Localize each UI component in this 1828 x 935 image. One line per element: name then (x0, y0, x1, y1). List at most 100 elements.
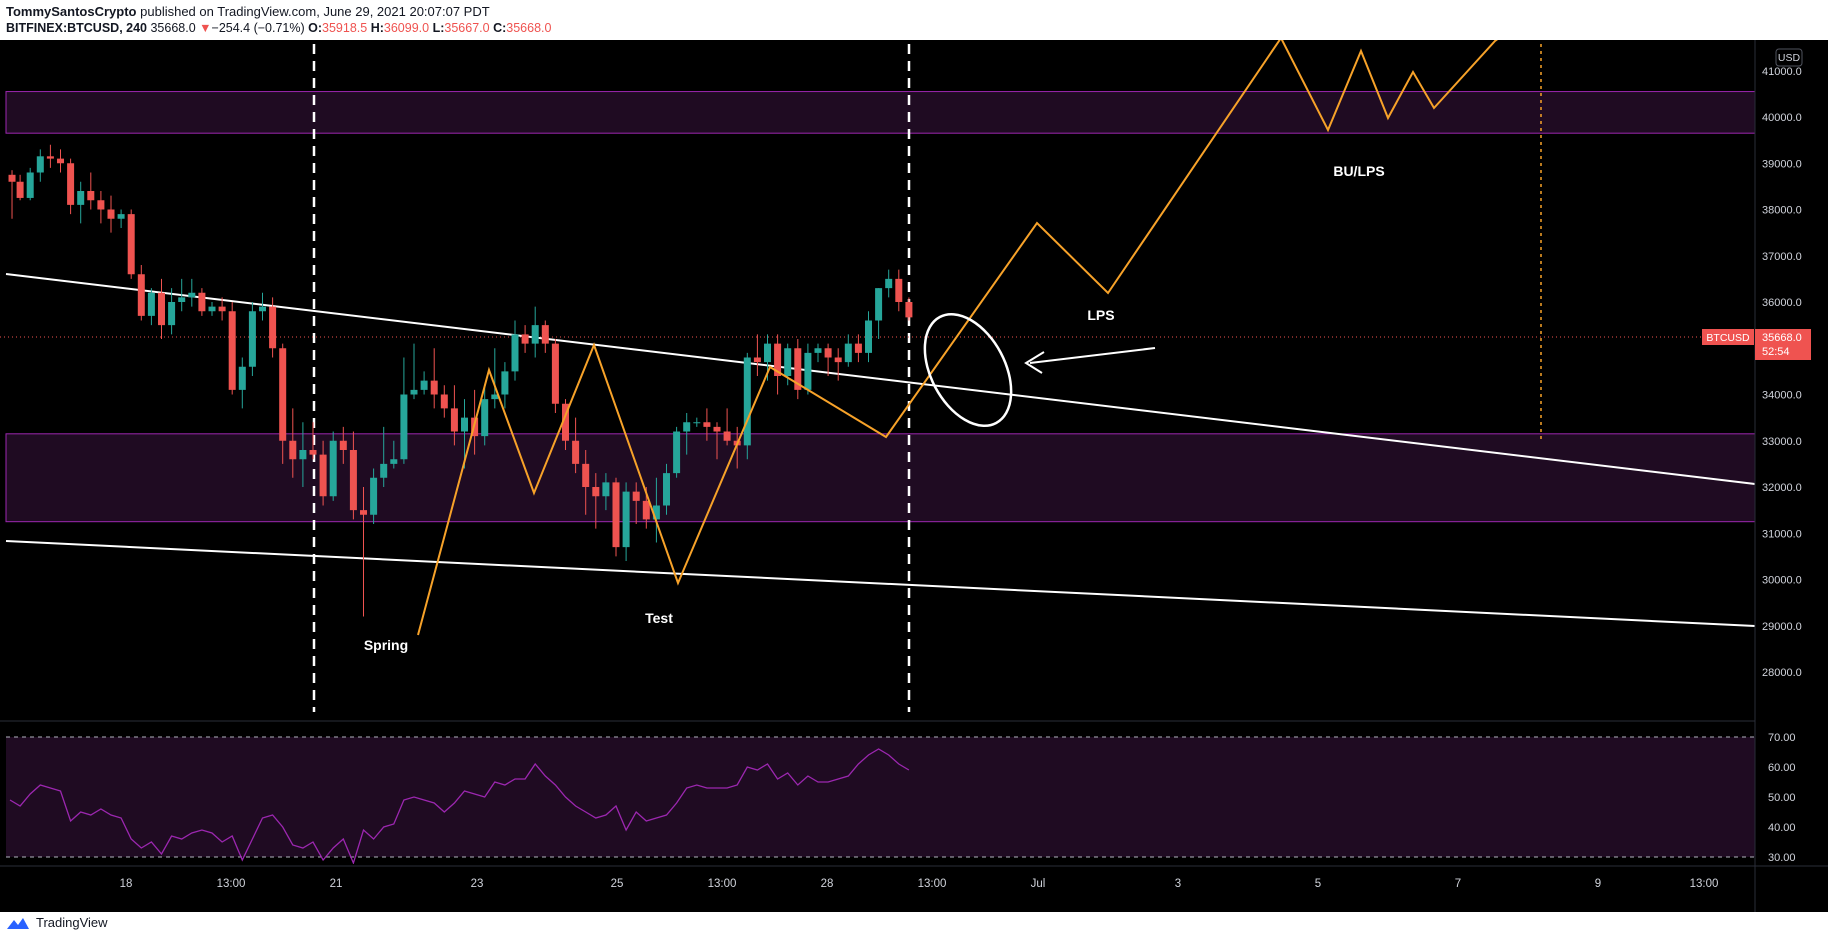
footer: TradingView (0, 912, 1828, 935)
label-spring: Spring (364, 637, 408, 653)
brand[interactable]: TradingView (6, 915, 108, 930)
candle[interactable] (552, 339, 559, 413)
low-value: 35667.0 (444, 21, 489, 35)
candle-body (572, 441, 579, 464)
price-tick-label: 28000.0 (1762, 667, 1802, 679)
candle-body (602, 482, 609, 496)
open-label: O: (308, 21, 322, 35)
chart-area[interactable]: Spring Test LPS BU/LPS 28000.0 29000.0 300… (0, 40, 1828, 912)
time-tick-label: 28 (821, 878, 834, 890)
price-tick-label: 37000.0 (1762, 251, 1802, 263)
close-value: 35668.0 (506, 21, 551, 35)
candle-body (47, 156, 54, 158)
label-lps: LPS (1087, 307, 1114, 323)
price-tick-label: 40000.0 (1762, 112, 1802, 124)
candle-body (451, 408, 458, 431)
label-bu-lps: BU/LPS (1333, 163, 1384, 179)
price-tick-label: 31000.0 (1762, 528, 1802, 540)
publish-info: TommySantosCrypto published on TradingVi… (6, 4, 490, 19)
candle-body (865, 321, 872, 353)
symbol-info: BITFINEX:BTCUSD, 240 35668.0 ▼−254.4 (−0… (6, 21, 551, 35)
resistance-zone[interactable] (6, 92, 1755, 134)
author-name[interactable]: TommySantosCrypto (6, 4, 137, 19)
symbol-interval[interactable]: BITFINEX:BTCUSD, 240 (6, 21, 147, 35)
candle[interactable] (128, 210, 135, 279)
published-text: published on TradingView.com, June 29, 2… (140, 4, 490, 19)
candle-body (380, 464, 387, 478)
price-tick-label: 39000.0 (1762, 158, 1802, 170)
candle-body (431, 381, 438, 395)
candle-body (693, 422, 700, 423)
candle-body (148, 293, 155, 316)
candle[interactable] (673, 427, 680, 478)
support-zone[interactable] (6, 434, 1755, 522)
change-down-icon: ▼ (199, 21, 211, 35)
candle-body (815, 348, 822, 353)
price-axis[interactable] (1755, 40, 1828, 912)
candle-body (683, 422, 690, 431)
price-chart[interactable]: Spring Test LPS BU/LPS 28000.0 29000.0 300… (0, 40, 1828, 912)
candle-body (703, 422, 710, 427)
candle-body (724, 432, 731, 441)
candle[interactable] (229, 302, 236, 395)
candle-body (623, 492, 630, 548)
tradingview-logo-icon (6, 916, 30, 930)
price-tick-label: 41000.0 (1762, 66, 1802, 78)
brand-name: TradingView (36, 915, 108, 930)
time-tick-label: 13:00 (708, 878, 737, 890)
candle-body (845, 344, 852, 363)
candle-body (57, 159, 64, 164)
candle-body (27, 173, 34, 198)
time-tick-label: 13:00 (1690, 878, 1719, 890)
candle-body (501, 371, 508, 394)
candle-body (178, 297, 185, 302)
candle[interactable] (249, 302, 256, 376)
candle-body (804, 353, 811, 390)
rsi-tick-label: 70.00 (1768, 732, 1796, 744)
close-label: C: (493, 21, 506, 35)
currency-badge[interactable]: USD (1776, 49, 1802, 66)
candle-body (855, 344, 862, 353)
candle-body (895, 279, 902, 302)
price-tick-label: 36000.0 (1762, 297, 1802, 309)
candle-body (87, 191, 94, 200)
candle[interactable] (330, 432, 337, 501)
candle-body (17, 182, 24, 198)
candle[interactable] (27, 168, 34, 200)
candle-body (239, 367, 246, 390)
candle-body (108, 210, 115, 219)
candle-body (835, 358, 842, 363)
time-tick-label: 3 (1175, 878, 1181, 890)
price-tick-label: 30000.0 (1762, 575, 1802, 587)
candle-body (350, 450, 357, 510)
candle-body (310, 450, 317, 455)
candle-body (512, 334, 519, 371)
candle-body (400, 395, 407, 460)
candle-body (714, 427, 721, 432)
candle-body (663, 473, 670, 505)
rsi-band (6, 737, 1755, 857)
candle-body (390, 459, 397, 464)
candle[interactable] (744, 353, 751, 459)
rsi-tick-label: 40.00 (1768, 822, 1796, 834)
price-tick-label: 29000.0 (1762, 621, 1802, 633)
candle-body (320, 455, 327, 497)
candle[interactable] (613, 478, 620, 557)
price-tick-label: 34000.0 (1762, 390, 1802, 402)
candle-body (552, 344, 559, 404)
symbol-badge-label: BTCUSD (1706, 332, 1750, 344)
candle-body (370, 478, 377, 515)
candle-body (188, 293, 195, 298)
time-tick-label: Jul (1031, 878, 1046, 890)
candle-body (330, 441, 337, 497)
candle-body (875, 288, 882, 320)
candle-body (198, 293, 205, 312)
price-tick-label: 33000.0 (1762, 436, 1802, 448)
candle-body (269, 307, 276, 349)
rsi-tick-label: 50.00 (1768, 792, 1796, 804)
candle-body (77, 191, 84, 205)
candle-body (229, 311, 236, 390)
candle-body (219, 307, 226, 312)
candle-body (421, 381, 428, 390)
low-label: L: (433, 21, 445, 35)
